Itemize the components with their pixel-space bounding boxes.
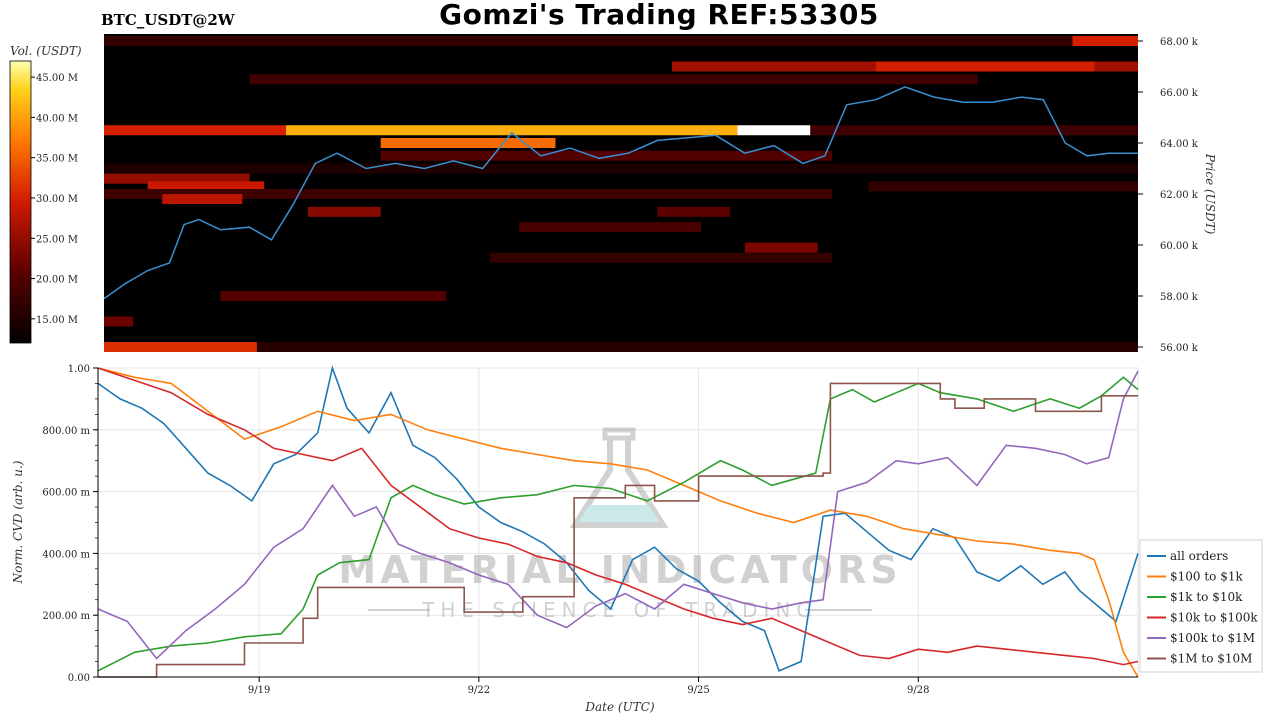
legend-label: $100k to $1M (1170, 631, 1255, 645)
price-tick-label: 68.00 k (1160, 37, 1199, 48)
cvd-x-axis-title: Date (UTC) (584, 700, 654, 714)
heatmap-band-16 (162, 194, 243, 205)
heatmap-band-11 (104, 163, 1138, 174)
heatmap-band-8 (810, 125, 1138, 136)
heatmap-band-18 (657, 206, 731, 217)
colorbar-tick-label: 45.00 M (36, 73, 78, 84)
heatmap-band-24 (104, 342, 257, 352)
colorbar-tick-label: 30.00 M (36, 194, 78, 205)
cvd-ytick-label: 1.00 (68, 364, 90, 375)
heatmap-band-17 (307, 206, 381, 217)
heatmap-band-5 (104, 125, 287, 136)
colorbar-tick-label: 25.00 M (36, 234, 78, 245)
heatmap-band-4 (249, 74, 978, 85)
cvd-xtick-label: 9/19 (248, 685, 270, 696)
heatmap-panel: 56.00 k 58.00 k 60.00 k 62.00 k 64.00 k 66.00… (103, 34, 1217, 354)
colorbar-title: Vol. (USDT) (10, 44, 82, 58)
colorbar-tick-label: 20.00 M (36, 275, 78, 286)
colorbar-tick-label: 35.00 M (36, 154, 78, 165)
legend: all orders $100 to $1k $1k to $10k $10k to … (1139, 539, 1263, 673)
heatmap-band-20 (744, 242, 818, 253)
heatmap-band-12 (104, 173, 250, 184)
heatmap-band-7 (737, 125, 811, 136)
legend-label: $1M to $10M (1170, 652, 1252, 666)
heatmap-band-10 (380, 150, 833, 161)
cvd-ytick-label: 600.00 m (42, 488, 90, 499)
legend-label: $10k to $100k (1170, 611, 1258, 625)
heatmap-band-15 (104, 189, 833, 199)
series-line--10k-to-100k (97, 367, 1139, 666)
legend-label: $100 to $1k (1170, 570, 1243, 584)
price-tick-label: 64.00 k (1160, 139, 1199, 150)
cvd-ytick-label: 800.00 m (42, 426, 90, 437)
cvd-plot-area (97, 367, 1139, 678)
price-axis-title: Price (USDT) (1203, 153, 1217, 235)
series-line--100k-to-1m (97, 370, 1139, 660)
colorbar: Vol. (USDT) 15.00 M 20.00 M 25.00 M 30.00 M… (9, 44, 82, 344)
series-line--100-to-1k (97, 367, 1139, 678)
cvd-xtick-label: 9/22 (468, 685, 490, 696)
heatmap-band-14 (868, 181, 1138, 192)
series-line--1m-to-10m (98, 382, 1138, 678)
flask-logo (569, 427, 669, 528)
symbol-label: BTC_USDT@2W (101, 11, 235, 29)
cvd-panel: MATERIAL INDICATORS THE SCIENCE OF TRADI… (11, 364, 1139, 714)
legend-label: all orders (1170, 549, 1228, 563)
heatmap-band-6 (286, 125, 738, 136)
price-tick-label: 58.00 k (1160, 292, 1199, 303)
legend-label: $1k to $10k (1170, 590, 1243, 604)
watermark: MATERIAL INDICATORS THE SCIENCE OF TRADI… (338, 427, 901, 622)
heatmap-band-23 (104, 316, 134, 327)
heatmap-band-25 (256, 342, 1138, 352)
heatmap-band-21 (489, 252, 833, 263)
series-line-all-orders (97, 365, 1139, 672)
cvd-y-axis-title: Norm. CVD (arb. u.) (11, 460, 25, 584)
colorbar-tick-label: 40.00 M (36, 113, 78, 124)
cvd-ytick-label: 0.00 (68, 673, 90, 684)
cvd-ytick-label: 400.00 m (42, 549, 90, 560)
price-line (103, 86, 1138, 300)
colorbar-gradient (9, 60, 32, 344)
price-tick-label: 60.00 k (1160, 241, 1199, 252)
price-tick-label: 62.00 k (1160, 190, 1199, 201)
page-title: Gomzi's Trading REF:53305 (439, 0, 879, 31)
cvd-xtick-label: 9/25 (687, 685, 709, 696)
heatmap-band-1 (1072, 36, 1138, 46)
watermark-line2: THE SCIENCE OF TRADING (421, 598, 818, 622)
heatmap-band-19 (519, 222, 702, 233)
heatmap-band-22 (220, 291, 447, 301)
series-line--1k-to-10k (97, 376, 1139, 672)
watermark-line1: MATERIAL INDICATORS (338, 548, 901, 592)
cvd-ytick-label: 200.00 m (42, 611, 90, 622)
price-tick-label: 56.00 k (1160, 343, 1199, 354)
heatmap-band-3 (875, 61, 1095, 72)
colorbar-tick-label: 15.00 M (36, 315, 78, 326)
legend-box (1139, 539, 1263, 673)
price-tick-label: 66.00 k (1160, 88, 1199, 99)
heatmap-band-0 (104, 36, 1138, 46)
heatmap-band-13 (147, 181, 265, 192)
heatmap-band-9 (380, 138, 556, 148)
cvd-xtick-label: 9/28 (907, 685, 929, 696)
